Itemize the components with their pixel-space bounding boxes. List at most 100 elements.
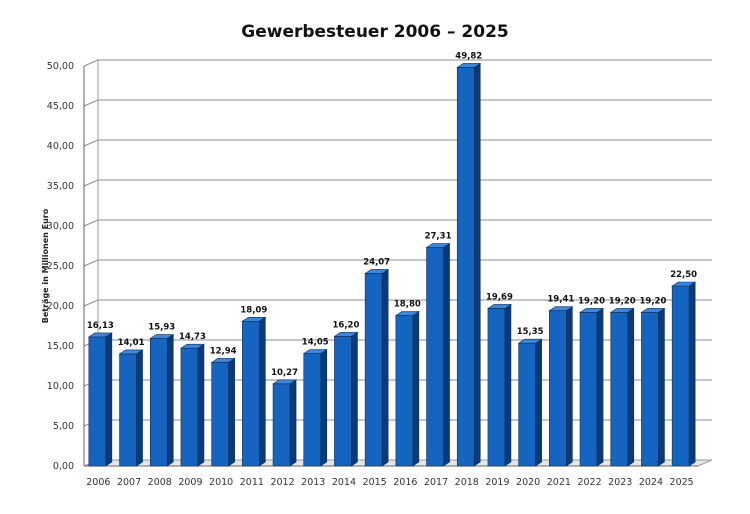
- bar-side: [259, 316, 266, 467]
- bar-front: [487, 308, 506, 467]
- y-tick-label: 25,00: [47, 261, 74, 272]
- bar: [394, 311, 420, 467]
- gridline-diagonal: [83, 219, 99, 227]
- bar: [579, 307, 605, 467]
- gridline-diagonal: [83, 139, 99, 147]
- bar-side: [504, 303, 512, 467]
- gridline-diagonal: [83, 259, 99, 267]
- bar-front: [395, 315, 414, 467]
- x-tick-label: 2013: [301, 477, 325, 488]
- x-tick-label: 2012: [270, 477, 294, 488]
- bar-top: [118, 349, 144, 355]
- bar: [302, 349, 328, 467]
- bar-front: [549, 310, 567, 467]
- bar-top: [179, 343, 205, 349]
- bar-front: [671, 285, 690, 467]
- bar-top: [149, 334, 175, 339]
- y-tick-label: 45,00: [47, 101, 74, 112]
- bar-top: [640, 308, 666, 313]
- bar-front: [364, 273, 383, 467]
- data-label: 12,94: [210, 346, 237, 356]
- x-tick-label: 2009: [178, 477, 202, 488]
- bar-front: [426, 247, 444, 467]
- data-label: 19,69: [486, 292, 513, 302]
- bar: [87, 332, 113, 467]
- data-label: 22,50: [670, 270, 697, 280]
- x-tick-label: 2022: [577, 477, 601, 488]
- bar-side: [166, 333, 174, 467]
- gridline-diagonal: [83, 299, 99, 307]
- x-tick-label: 2021: [547, 477, 571, 488]
- data-label: 19,20: [609, 296, 636, 306]
- data-label: 15,93: [148, 323, 175, 333]
- bar: [517, 338, 543, 467]
- x-tick-label: 2025: [670, 477, 694, 488]
- bar-side: [197, 343, 205, 467]
- bar-top: [87, 332, 113, 338]
- data-label: 10,27: [271, 368, 298, 378]
- bar-top: [272, 379, 298, 385]
- bar-side: [658, 307, 665, 467]
- bar-top: [210, 358, 236, 363]
- y-tick-label: 5,00: [53, 421, 74, 432]
- bar-side: [136, 349, 143, 467]
- bar-top: [394, 311, 420, 316]
- bar: [272, 379, 298, 467]
- bar: [671, 281, 697, 467]
- y-tick-label: 35,00: [47, 181, 74, 192]
- bar: [118, 349, 144, 467]
- bar-side: [351, 331, 358, 467]
- x-tick-label: 2023: [608, 477, 632, 488]
- x-tick-label: 2020: [516, 477, 540, 488]
- bar-top: [241, 316, 267, 322]
- bar-front: [272, 383, 291, 467]
- y-tick-label: 50,00: [47, 61, 74, 72]
- bar-front: [579, 312, 598, 467]
- y-tick-label: 15,00: [47, 341, 74, 352]
- bar-side: [596, 307, 604, 467]
- bar-side: [627, 307, 635, 467]
- x-tick-label: 2008: [148, 477, 172, 488]
- bar-side: [105, 332, 113, 467]
- bar: [425, 242, 451, 467]
- data-label: 15,35: [517, 327, 544, 337]
- x-tick-label: 2024: [639, 477, 663, 488]
- bar-side: [535, 338, 542, 467]
- data-label: 19,41: [547, 295, 574, 305]
- y-axis-label: Beträge in Millionen Euro: [41, 208, 50, 323]
- bar: [210, 357, 236, 467]
- x-tick-label: 2014: [332, 477, 356, 488]
- bar-top: [456, 63, 482, 68]
- bar-front: [518, 342, 536, 467]
- bar-side: [381, 268, 389, 467]
- bar-front: [242, 320, 260, 467]
- data-label: 19,20: [640, 296, 667, 306]
- gridline-diagonal: [83, 99, 99, 107]
- bar-front: [119, 353, 137, 467]
- x-tick-label: 2015: [363, 477, 387, 488]
- bar-top: [579, 308, 605, 313]
- data-label: 27,31: [425, 232, 452, 242]
- bar-side: [289, 379, 297, 467]
- bar-front: [456, 67, 475, 467]
- y-tick-label: 30,00: [47, 221, 74, 232]
- bar-front: [211, 362, 229, 467]
- x-tick-label: 2010: [209, 477, 233, 488]
- bar: [640, 307, 666, 467]
- x-tick-label: 2016: [393, 477, 417, 488]
- data-label: 14,01: [118, 338, 145, 348]
- x-tick-label: 2006: [86, 477, 110, 488]
- x-tick-label: 2019: [485, 477, 509, 488]
- bar-top: [548, 306, 574, 312]
- x-tick-label: 2007: [117, 477, 141, 488]
- bar-front: [88, 336, 107, 467]
- chart-title: Gewerbesteuer 2006 – 2025: [241, 22, 509, 42]
- bar: [609, 307, 635, 467]
- bar: [333, 331, 359, 467]
- x-tick-label: 2018: [455, 477, 479, 488]
- data-label: 49,82: [455, 51, 482, 61]
- bar: [179, 343, 205, 467]
- label-layer: 16,13 2006 14,01 2007 15,93 2008 14,73 2009 12,9…: [86, 51, 697, 488]
- bar-top: [425, 243, 451, 248]
